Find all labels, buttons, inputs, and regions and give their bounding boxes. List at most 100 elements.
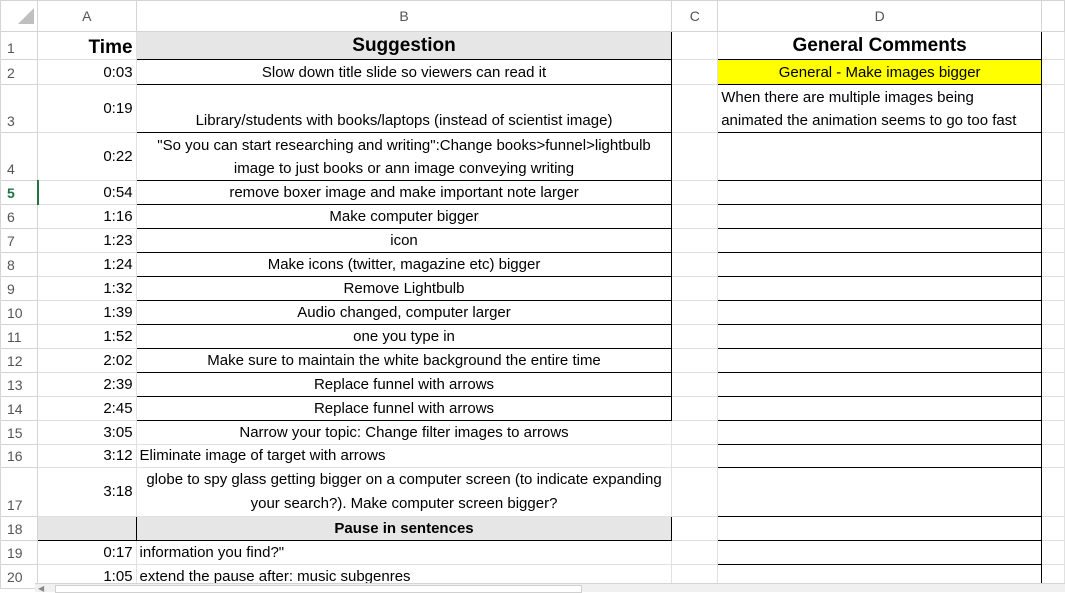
- cell-c[interactable]: [671, 516, 719, 541]
- cell-e[interactable]: [1041, 467, 1065, 517]
- time-cell[interactable]: 3:05: [37, 420, 137, 445]
- cell-e[interactable]: [1041, 204, 1065, 229]
- cell-c[interactable]: [671, 300, 719, 325]
- comment-cell[interactable]: [717, 252, 1043, 277]
- suggestion-cell[interactable]: remove boxer image and make important no…: [135, 180, 673, 205]
- comment-cell[interactable]: [717, 372, 1043, 397]
- cell-c[interactable]: [671, 252, 719, 277]
- cell-e[interactable]: [1041, 31, 1065, 60]
- cell-c[interactable]: [671, 276, 719, 301]
- comment-cell[interactable]: [717, 276, 1043, 301]
- time-cell[interactable]: 1:24: [37, 252, 137, 277]
- time-cell[interactable]: 0:22: [37, 132, 137, 181]
- row-header[interactable]: 16: [0, 444, 38, 468]
- time-cell[interactable]: 0:54: [37, 180, 137, 205]
- cell-e[interactable]: [1041, 300, 1065, 325]
- row-header[interactable]: 17: [0, 467, 38, 517]
- time-cell[interactable]: 2:02: [37, 348, 137, 373]
- cell-c[interactable]: [671, 84, 719, 133]
- time-cell[interactable]: 0:17: [37, 540, 137, 565]
- row-header[interactable]: 20: [0, 564, 38, 589]
- comment-cell[interactable]: [717, 540, 1043, 565]
- cell-e[interactable]: [1041, 252, 1065, 277]
- suggestion-cell[interactable]: Remove Lightbulb: [135, 276, 673, 301]
- comment-cell[interactable]: [717, 204, 1043, 229]
- cell-e[interactable]: [1041, 396, 1065, 421]
- suggestion-cell[interactable]: Make computer bigger: [135, 204, 673, 229]
- cell-c[interactable]: [671, 324, 719, 349]
- cell-e[interactable]: [1041, 372, 1065, 397]
- time-cell[interactable]: 1:16: [37, 204, 137, 229]
- time-cell[interactable]: 1:23: [37, 228, 137, 253]
- comment-cell[interactable]: [717, 420, 1043, 445]
- time-cell[interactable]: 3:18: [37, 467, 137, 517]
- row-header[interactable]: 14: [0, 396, 38, 421]
- row-header[interactable]: 8: [0, 252, 38, 277]
- row-header[interactable]: 9: [0, 276, 38, 301]
- cell-c[interactable]: [671, 372, 719, 397]
- comment-cell[interactable]: [717, 324, 1043, 349]
- cell-c[interactable]: [671, 444, 719, 468]
- comment-cell[interactable]: [717, 180, 1043, 205]
- comment-cell[interactable]: [717, 228, 1043, 253]
- cell-e[interactable]: [1041, 324, 1065, 349]
- cell-c[interactable]: [671, 467, 719, 517]
- cell-e[interactable]: [1041, 180, 1065, 205]
- column-header-c[interactable]: C: [671, 0, 719, 32]
- suggestion-cell[interactable]: Replace funnel with arrows: [135, 372, 673, 397]
- comment-cell[interactable]: [717, 348, 1043, 373]
- scroll-left-icon[interactable]: ◀: [38, 584, 45, 593]
- row-header[interactable]: 11: [0, 324, 38, 349]
- time-cell[interactable]: 2:39: [37, 372, 137, 397]
- row-header[interactable]: 6: [0, 204, 38, 229]
- suggestion-cell[interactable]: Slow down title slide so viewers can rea…: [135, 59, 673, 85]
- time-cell[interactable]: 1:39: [37, 300, 137, 325]
- cell-c[interactable]: [671, 348, 719, 373]
- row-header[interactable]: 15: [0, 420, 38, 445]
- comment-cell[interactable]: [717, 467, 1043, 517]
- cell-c[interactable]: [671, 396, 719, 421]
- time-cell[interactable]: 0:03: [37, 59, 137, 85]
- cell-c[interactable]: [671, 420, 719, 445]
- time-cell[interactable]: 2:45: [37, 396, 137, 421]
- comment-cell[interactable]: [717, 300, 1043, 325]
- cell-c[interactable]: [671, 132, 719, 181]
- cell-e[interactable]: [1041, 59, 1065, 85]
- comment-cell[interactable]: General Comments: [717, 31, 1043, 60]
- suggestion-cell[interactable]: Audio changed, computer larger: [135, 300, 673, 325]
- time-cell[interactable]: 3:12: [37, 444, 137, 468]
- column-header-e[interactable]: [1041, 0, 1065, 32]
- suggestion-cell[interactable]: globe to spy glass getting bigger on a c…: [135, 467, 673, 517]
- cell-e[interactable]: [1041, 540, 1065, 565]
- time-cell[interactable]: 1:32: [37, 276, 137, 301]
- comment-cell[interactable]: General - Make images bigger: [717, 59, 1043, 85]
- suggestion-cell[interactable]: one you type in: [135, 324, 673, 349]
- comment-cell[interactable]: [717, 132, 1043, 181]
- row-header[interactable]: 10: [0, 300, 38, 325]
- column-header-a[interactable]: A: [37, 0, 137, 32]
- cell-c[interactable]: [671, 31, 719, 60]
- comment-cell[interactable]: [717, 516, 1043, 541]
- column-header-b[interactable]: B: [135, 0, 673, 32]
- cell-e[interactable]: [1041, 84, 1065, 133]
- cell-c[interactable]: [671, 180, 719, 205]
- cell-e[interactable]: [1041, 132, 1065, 181]
- row-header[interactable]: 4: [0, 132, 38, 181]
- suggestion-cell[interactable]: Make sure to maintain the white backgrou…: [135, 348, 673, 373]
- suggestion-cell[interactable]: Eliminate image of target with arrows: [135, 444, 673, 468]
- suggestion-cell[interactable]: icon: [135, 228, 673, 253]
- suggestion-cell[interactable]: Library/students with books/laptops (ins…: [135, 84, 673, 133]
- suggestion-cell[interactable]: Make icons (twitter, magazine etc) bigge…: [135, 252, 673, 277]
- cell-e[interactable]: [1041, 276, 1065, 301]
- cell-e[interactable]: [1041, 348, 1065, 373]
- time-cell[interactable]: 1:52: [37, 324, 137, 349]
- time-cell[interactable]: Time: [37, 31, 137, 60]
- suggestion-cell[interactable]: information you find?": [135, 540, 673, 565]
- cell-c[interactable]: [671, 59, 719, 85]
- cell-c[interactable]: [671, 540, 719, 565]
- cell-e[interactable]: [1041, 420, 1065, 445]
- row-header[interactable]: 19: [0, 540, 38, 565]
- row-header[interactable]: 12: [0, 348, 38, 373]
- row-header[interactable]: 2: [0, 59, 38, 85]
- cell-c[interactable]: [671, 204, 719, 229]
